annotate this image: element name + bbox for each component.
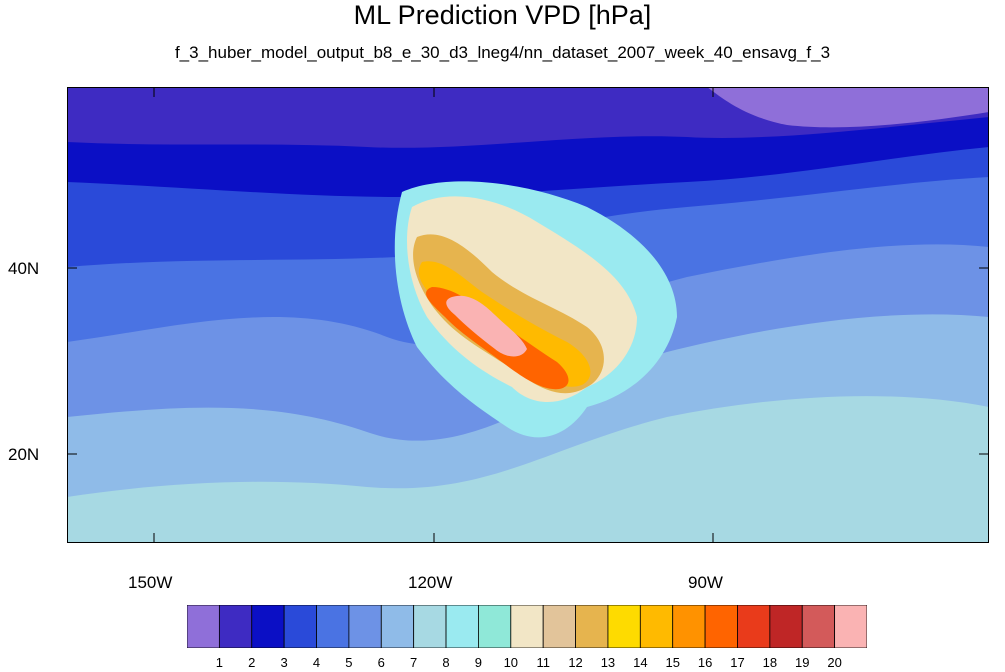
x-tick-label: 150W <box>128 573 173 592</box>
colorbar-label: 2 <box>248 655 256 670</box>
colorbar-label: 9 <box>474 655 483 670</box>
colorbar-swatch <box>218 605 253 648</box>
map-title: ML Prediction VPD [hPa] <box>353 0 652 30</box>
colorbar-label: 11 <box>536 655 550 670</box>
colorbar-label: 15 <box>665 655 680 670</box>
colorbar-label: 3 <box>280 655 288 670</box>
colorbar-label: 10 <box>503 655 519 670</box>
colorbar-label: 1 <box>215 655 223 670</box>
colorbar-swatch <box>380 605 415 648</box>
colorbar-swatch <box>834 605 867 648</box>
colorbar-swatch <box>639 605 674 648</box>
colorbar-swatch <box>607 605 641 648</box>
y-tick-label: 20N <box>8 445 40 464</box>
colorbar-label: 20 <box>827 655 842 670</box>
x-tick-label: 120W <box>408 573 453 592</box>
colorbar-label: 5 <box>345 655 353 670</box>
colorbar-swatch <box>316 605 350 648</box>
colorbar-label: 18 <box>762 655 778 670</box>
colorbar-label: 6 <box>377 655 385 670</box>
colorbar-swatch <box>672 605 706 648</box>
colorbar-label: 14 <box>633 655 648 670</box>
colorbar-swatch <box>575 605 609 648</box>
colorbar-label: 8 <box>442 655 450 670</box>
land-pink <box>446 295 527 357</box>
colorbar-swatch <box>801 605 836 648</box>
colorbar-swatch <box>187 605 220 648</box>
colorbar-label: 7 <box>410 655 418 670</box>
colorbar-label: 16 <box>697 655 713 670</box>
colorbar-swatch <box>445 605 479 648</box>
band-1 <box>707 87 989 128</box>
colorbar-label: 19 <box>795 655 810 670</box>
colorbar-swatch <box>704 605 738 648</box>
colorbar-label: 4 <box>312 655 321 670</box>
colorbar-swatch <box>542 605 576 648</box>
colorbar-swatch <box>251 605 285 648</box>
colorbar-label: 12 <box>568 655 583 670</box>
colorbar-swatch <box>510 605 544 648</box>
colorbar <box>187 605 867 648</box>
x-tick-label: 90W <box>688 573 723 592</box>
vpd-map <box>67 87 989 543</box>
colorbar-swatch <box>283 605 317 648</box>
map-subtitle: f_3_huber_model_output_b8_e_30_d3_lneg4/… <box>174 43 831 62</box>
colorbar-label: 17 <box>730 655 745 670</box>
colorbar-swatch <box>769 605 803 648</box>
colorbar-swatch <box>478 605 512 648</box>
y-tick-label: 40N <box>8 259 40 278</box>
colorbar-label: 13 <box>600 655 616 670</box>
colorbar-swatch <box>413 605 447 648</box>
colorbar-swatch <box>348 605 382 648</box>
colorbar-swatch <box>737 605 771 648</box>
